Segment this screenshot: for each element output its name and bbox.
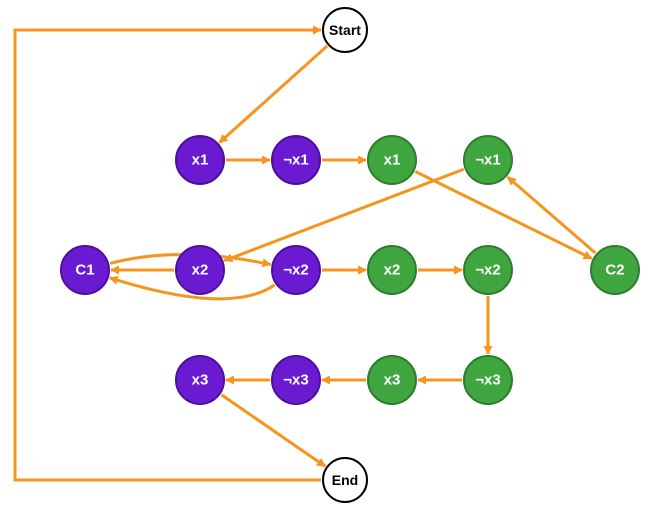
node-p_x1: x1 xyxy=(176,136,224,184)
node-p_nx1: ¬x1 xyxy=(272,136,320,184)
node-label-p_nx1: ¬x1 xyxy=(283,152,308,169)
node-label-p_x3: x3 xyxy=(192,372,209,389)
node-p_nx2: ¬x2 xyxy=(272,246,320,294)
node-label-g_nx1: ¬x1 xyxy=(475,152,500,169)
node-g_x3: x3 xyxy=(368,356,416,404)
node-C2: C2 xyxy=(591,246,639,294)
node-label-g_x1: x1 xyxy=(384,152,401,169)
node-g_nx3: ¬x3 xyxy=(464,356,512,404)
node-label-g_x3: x3 xyxy=(384,372,401,389)
node-label-C2: C2 xyxy=(605,262,624,279)
node-label-C1: C1 xyxy=(75,262,94,279)
graph-canvas: Start End x1 ¬x1 x1 ¬x1 C1 x2 ¬x2 x2 ¬x2 C2 x3 ¬x3 x3 ¬… xyxy=(0,0,668,513)
node-p_x3: x3 xyxy=(176,356,224,404)
node-label-g_nx2: ¬x2 xyxy=(475,262,500,279)
node-C1: C1 xyxy=(61,246,109,294)
node-label-p_nx2: ¬x2 xyxy=(283,262,308,279)
node-p_nx3: ¬x3 xyxy=(272,356,320,404)
node-p_x2: x2 xyxy=(176,246,224,294)
node-label-start: Start xyxy=(329,22,361,38)
node-label-g_x2: x2 xyxy=(384,262,401,279)
edge-C2-to-g_nx1 xyxy=(508,177,596,253)
node-end: End xyxy=(323,458,367,502)
node-g_x2: x2 xyxy=(368,246,416,294)
node-label-g_nx3: ¬x3 xyxy=(475,372,500,389)
node-g_nx2: ¬x2 xyxy=(464,246,512,294)
node-start: Start xyxy=(323,8,367,52)
node-g_nx1: ¬x1 xyxy=(464,136,512,184)
node-label-end: End xyxy=(332,472,358,488)
edge-p_x3-to-end xyxy=(221,395,325,467)
node-g_x1: x1 xyxy=(368,136,416,184)
node-label-p_nx3: ¬x3 xyxy=(283,372,308,389)
node-label-p_x2: x2 xyxy=(192,262,209,279)
edge-g_x1-to-C2 xyxy=(415,172,591,259)
node-label-p_x1: x1 xyxy=(192,152,209,169)
edge-start-to-p_x1 xyxy=(219,46,327,143)
edge-g_nx1-to-p_x2 xyxy=(224,169,463,260)
